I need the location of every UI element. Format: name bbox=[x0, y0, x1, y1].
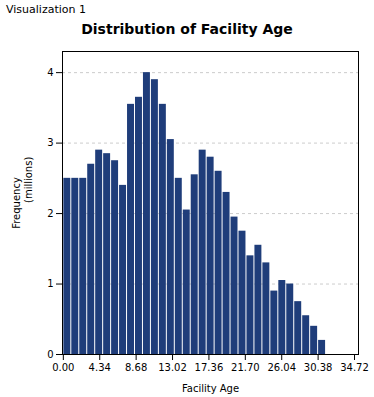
svg-text:13.02: 13.02 bbox=[158, 362, 187, 373]
svg-text:0.00: 0.00 bbox=[52, 362, 74, 373]
svg-text:1: 1 bbox=[47, 278, 53, 289]
html-text:Distribution of Facility Age: Distribution of Facility Age bbox=[81, 21, 293, 37]
svg-text:2: 2 bbox=[47, 208, 53, 219]
svg-text:30.38: 30.38 bbox=[304, 362, 333, 373]
svg-text:0: 0 bbox=[47, 349, 53, 360]
svg-text:4.34: 4.34 bbox=[89, 362, 111, 373]
svg-text:(millions): (millions) bbox=[23, 157, 34, 203]
svg-text:21.70: 21.70 bbox=[231, 362, 260, 373]
svg-text:8.68: 8.68 bbox=[125, 362, 147, 373]
html-text:Visualization 1: Visualization 1 bbox=[6, 3, 86, 16]
svg-text:Facility Age: Facility Age bbox=[182, 383, 239, 394]
svg-text:17.36: 17.36 bbox=[195, 362, 224, 373]
svg-text:34.72: 34.72 bbox=[340, 362, 369, 373]
svg-text:4: 4 bbox=[47, 67, 53, 78]
svg-text:Frequency: Frequency bbox=[11, 177, 22, 229]
svg-text:26.04: 26.04 bbox=[267, 362, 296, 373]
svg-text:3: 3 bbox=[47, 137, 53, 148]
